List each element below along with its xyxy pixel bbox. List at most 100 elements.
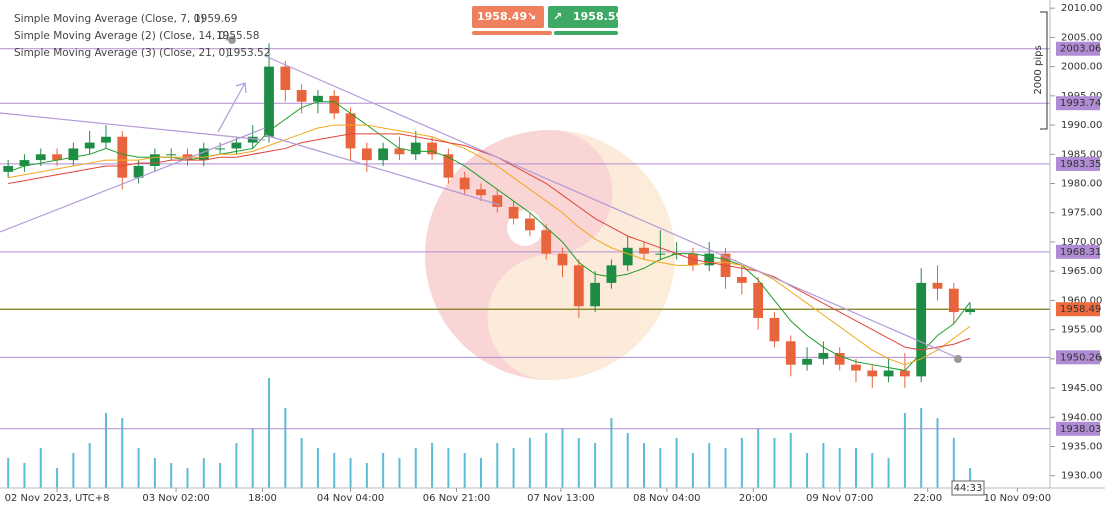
y-tick-label: 1960.00 xyxy=(1061,295,1102,306)
candle-body xyxy=(948,288,959,313)
candle-body xyxy=(52,154,62,161)
candle-body xyxy=(753,282,764,318)
trendline xyxy=(0,127,266,233)
volume-bar xyxy=(219,463,222,488)
pips-bracket xyxy=(1040,11,1048,130)
candle-body xyxy=(101,136,111,143)
buy-arrow: ↗ xyxy=(553,10,562,23)
candle-body xyxy=(736,277,747,283)
y-tick-label: 2010.00 xyxy=(1061,3,1102,14)
candle-body xyxy=(834,352,845,365)
candle-body xyxy=(443,154,454,178)
volume-bar xyxy=(724,448,727,488)
volume-bar xyxy=(88,443,91,488)
candle-body xyxy=(247,136,258,143)
volume-bar xyxy=(675,438,678,488)
candle-body xyxy=(427,142,437,155)
y-tick-label: 1970.00 xyxy=(1061,237,1102,248)
candle-body xyxy=(818,352,829,359)
volume-bar xyxy=(202,458,205,488)
candle-body xyxy=(378,148,389,161)
level-label: 1938.03 xyxy=(1060,424,1101,435)
volume-bar xyxy=(969,468,972,488)
candle-body xyxy=(508,206,519,219)
legend-label: Simple Moving Average (3) (Close, 21, 0) xyxy=(14,47,229,59)
current-price-bg xyxy=(1056,302,1100,317)
candle-body xyxy=(655,253,666,255)
y-tick-label: 1955.00 xyxy=(1061,325,1102,336)
volume-bar xyxy=(806,453,809,488)
buy-button[interactable] xyxy=(548,6,618,28)
buy-price[interactable]: 1958.59 xyxy=(573,10,623,23)
volume-bar xyxy=(447,448,450,488)
candle-body xyxy=(802,358,812,365)
level-label: 1993.74 xyxy=(1060,98,1101,109)
volume-bar xyxy=(838,448,841,488)
y-tick-label: 1940.00 xyxy=(1061,412,1102,423)
sell-bar xyxy=(472,31,552,35)
candle-body xyxy=(639,247,649,254)
volume-bar xyxy=(39,448,42,488)
trendline xyxy=(0,112,266,141)
volume-bar xyxy=(822,443,825,488)
moving-average xyxy=(8,124,971,366)
y-tick-label: 1975.00 xyxy=(1061,208,1102,219)
candle-body xyxy=(150,154,160,166)
volume-bar xyxy=(153,458,156,488)
volume-bar xyxy=(251,428,254,488)
volume-bar xyxy=(137,448,140,488)
y-tick-label: 2005.00 xyxy=(1061,32,1102,43)
y-tick-label: 1980.00 xyxy=(1061,179,1102,190)
volume-bar xyxy=(691,453,694,488)
level-label-bg xyxy=(1056,156,1100,171)
candle-body xyxy=(573,265,584,307)
x-tick-label: 07 Nov 13:00 xyxy=(527,493,594,504)
volume-bar xyxy=(349,458,352,488)
legend-value: 1955.58 xyxy=(216,30,259,42)
volume-bar xyxy=(545,433,548,488)
volume-bar xyxy=(316,448,319,488)
volume-bar xyxy=(854,448,857,488)
volume-bar xyxy=(920,408,923,488)
candle-body xyxy=(867,370,878,377)
volume-bar xyxy=(333,453,336,488)
sell-arrow: ↘ xyxy=(527,10,536,23)
x-tick-label: 10 Nov 09:00 xyxy=(984,493,1051,504)
trendlines xyxy=(0,55,959,359)
watermark-circle xyxy=(425,130,675,380)
volume-bar xyxy=(740,438,743,488)
volume-bar xyxy=(104,413,107,488)
sell-button[interactable] xyxy=(472,6,544,28)
candle-body xyxy=(35,154,46,161)
candle-body xyxy=(345,113,356,149)
x-tick-label: 20:00 xyxy=(739,493,768,504)
volume-bar xyxy=(936,418,939,488)
anchor-dot xyxy=(954,355,962,363)
volume-bar xyxy=(708,443,711,488)
level-label-bg xyxy=(1056,41,1100,56)
candle-body xyxy=(166,154,177,156)
countdown-bg xyxy=(951,480,985,496)
x-tick-label: 18:00 xyxy=(248,493,277,504)
candle-body xyxy=(606,265,617,283)
sell-price[interactable]: 1958.49 xyxy=(477,10,527,23)
volume-bar xyxy=(561,428,564,488)
volume-bar xyxy=(887,458,890,488)
volume-bar xyxy=(414,448,417,488)
volume-bar xyxy=(398,458,401,488)
volume-bar xyxy=(610,418,613,488)
candle-body xyxy=(280,66,291,91)
pips-label: 2000 pips xyxy=(1033,45,1044,94)
volume-bar xyxy=(382,453,385,488)
volume-bar xyxy=(496,443,499,488)
candle-body xyxy=(215,148,225,150)
level-label-bg xyxy=(1056,421,1100,436)
volume-bar xyxy=(512,448,515,488)
volume-bar xyxy=(789,433,792,488)
x-tick-label: 06 Nov 21:00 xyxy=(423,493,490,504)
candle-body xyxy=(851,364,861,371)
candle-body xyxy=(133,165,144,178)
volume-bar xyxy=(773,438,776,488)
y-tick-label: 2000.00 xyxy=(1061,62,1102,73)
candle-body xyxy=(900,370,910,377)
